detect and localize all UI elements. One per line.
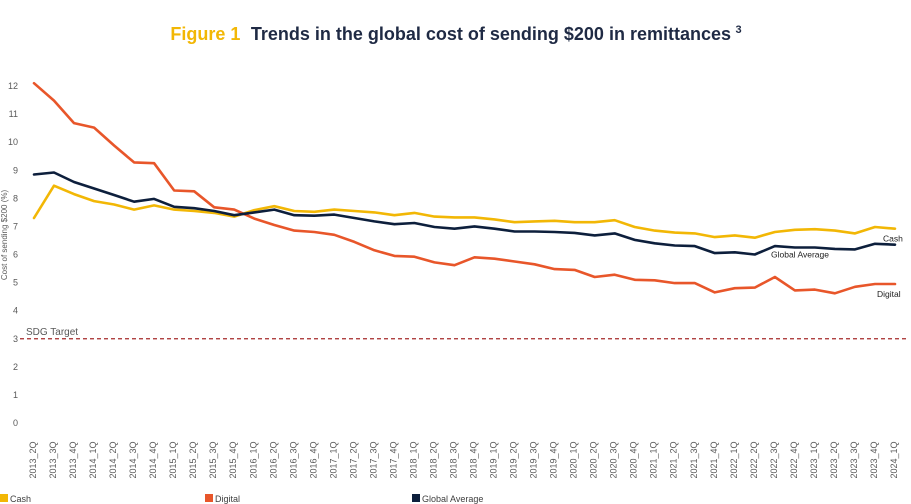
end-label-global-average: Global Average (771, 250, 829, 260)
series-end-labels: Cash Digital Global Average (771, 234, 903, 299)
legend-label-cash: Cash (10, 494, 31, 504)
x-tick-label: 2016_1Q (248, 441, 258, 478)
x-tick-label: 2023_3Q (849, 441, 859, 478)
x-tick-label: 2013_4Q (68, 441, 78, 478)
y-tick-label: 2 (13, 362, 18, 372)
x-tick-label: 2015_3Q (208, 441, 218, 478)
y-tick-label: 7 (13, 221, 18, 231)
x-tick-label: 2017_3Q (368, 441, 378, 478)
x-tick-label: 2019_2Q (509, 441, 519, 478)
x-tick-label: 2018_2Q (428, 441, 438, 478)
x-tick-label: 2021_1Q (649, 441, 659, 478)
x-tick-label: 2023_4Q (869, 441, 879, 478)
y-tick-label: 1 (13, 390, 18, 400)
y-tick-label: 8 (13, 193, 18, 203)
legend-label-global-average: Global Average (422, 494, 483, 504)
x-tick-label: 2014_3Q (128, 441, 138, 478)
x-tick-label: 2020_3Q (609, 441, 619, 478)
x-tick-label: 2014_2Q (108, 441, 118, 478)
y-tick-label: 6 (13, 250, 18, 260)
x-tick-label: 2015_4Q (228, 441, 238, 478)
x-tick-label: 2013_2Q (28, 441, 38, 478)
legend-label-digital: Digital (215, 494, 240, 504)
x-tick-label: 2014_4Q (148, 441, 158, 478)
end-label-cash: Cash (883, 234, 903, 244)
x-tick-label: 2019_4Q (549, 441, 559, 478)
x-tick-label: 2019_3Q (529, 441, 539, 478)
x-tick-label: 2021_3Q (689, 441, 699, 478)
x-tick-label: 2022_1Q (729, 441, 739, 478)
y-tick-label: 0 (13, 418, 18, 428)
x-tick-label: 2019_1Q (489, 441, 499, 478)
title-text: Trends in the global cost of sending $20… (251, 24, 731, 44)
legend-swatch-cash (0, 494, 8, 502)
y-tick-label: 4 (13, 306, 18, 316)
x-tick-label: 2022_3Q (769, 441, 779, 478)
figure-label: Figure 1 (170, 24, 240, 44)
x-tick-label: 2017_4Q (388, 441, 398, 478)
x-tick-label: 2020_2Q (589, 441, 599, 478)
x-axis-ticks: 2013_2Q 2013_3Q 2013_4Q 2014_1Q 2014_2Q 2014_… (28, 441, 899, 478)
x-tick-label: 2022_2Q (749, 441, 759, 478)
x-tick-label: 2018_1Q (408, 441, 418, 478)
x-tick-label: 2023_2Q (829, 441, 839, 478)
legend: Cash Digital Global Average (0, 494, 483, 504)
x-tick-label: 2022_4Q (789, 441, 799, 478)
x-tick-label: 2018_3Q (448, 441, 458, 478)
x-tick-label: 2020_4Q (629, 441, 639, 478)
y-tick-label: 11 (9, 109, 18, 119)
x-tick-label: 2015_1Q (168, 441, 178, 478)
y-tick-label: 12 (8, 81, 18, 91)
x-tick-label: 2024_1Q (889, 441, 899, 478)
y-tick-label: 10 (8, 137, 18, 147)
y-tick-label: 9 (13, 165, 18, 175)
annotations: SDG Target (20, 327, 906, 340)
legend-swatch-global-average (412, 494, 420, 502)
y-tick-label: 3 (13, 334, 18, 344)
series-line-digital (32, 81, 897, 295)
end-label-digital: Digital (877, 289, 901, 299)
series-line-global-average (32, 171, 897, 256)
legend-swatch-digital (205, 494, 213, 502)
x-tick-label: 2017_1Q (328, 441, 338, 478)
chart-title: Figure 1 Trends in the global cost of se… (170, 24, 741, 44)
x-tick-label: 2021_2Q (669, 441, 679, 478)
series-lines (32, 81, 897, 295)
sdg-target-label: SDG Target (26, 327, 78, 338)
series-line-cash (32, 184, 897, 239)
x-tick-label: 2021_4Q (709, 441, 719, 478)
x-tick-label: 2023_1Q (809, 441, 819, 478)
x-tick-label: 2015_2Q (188, 441, 198, 478)
x-tick-label: 2020_1Q (569, 441, 579, 478)
x-tick-label: 2016_3Q (288, 441, 298, 478)
y-tick-label: 5 (13, 278, 18, 288)
x-tick-label: 2013_3Q (48, 441, 58, 478)
x-tick-label: 2017_2Q (348, 441, 358, 478)
x-tick-label: 2014_1Q (88, 441, 98, 478)
x-tick-label: 2016_4Q (308, 441, 318, 478)
x-tick-label: 2016_2Q (268, 441, 278, 478)
y-axis-title: Cost of sending $200 (%) (0, 190, 9, 281)
x-tick-label: 2018_4Q (469, 441, 479, 478)
title-superscript: 3 (735, 24, 741, 36)
